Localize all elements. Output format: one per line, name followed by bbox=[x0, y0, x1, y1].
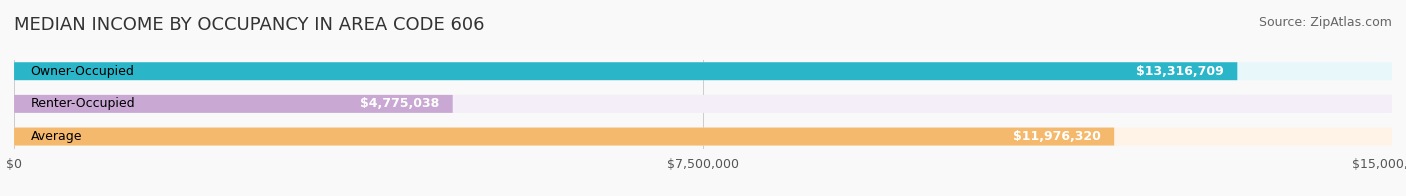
Text: $11,976,320: $11,976,320 bbox=[1012, 130, 1101, 143]
Text: $4,775,038: $4,775,038 bbox=[360, 97, 439, 110]
Text: $13,316,709: $13,316,709 bbox=[1136, 65, 1223, 78]
Text: MEDIAN INCOME BY OCCUPANCY IN AREA CODE 606: MEDIAN INCOME BY OCCUPANCY IN AREA CODE … bbox=[14, 16, 485, 34]
FancyBboxPatch shape bbox=[14, 128, 1392, 145]
FancyBboxPatch shape bbox=[14, 62, 1237, 80]
Text: Renter-Occupied: Renter-Occupied bbox=[31, 97, 135, 110]
Text: Source: ZipAtlas.com: Source: ZipAtlas.com bbox=[1258, 16, 1392, 29]
FancyBboxPatch shape bbox=[14, 128, 1114, 145]
Text: Owner-Occupied: Owner-Occupied bbox=[31, 65, 135, 78]
FancyBboxPatch shape bbox=[14, 62, 1392, 80]
FancyBboxPatch shape bbox=[14, 95, 1392, 113]
FancyBboxPatch shape bbox=[14, 95, 453, 113]
Text: Average: Average bbox=[31, 130, 82, 143]
